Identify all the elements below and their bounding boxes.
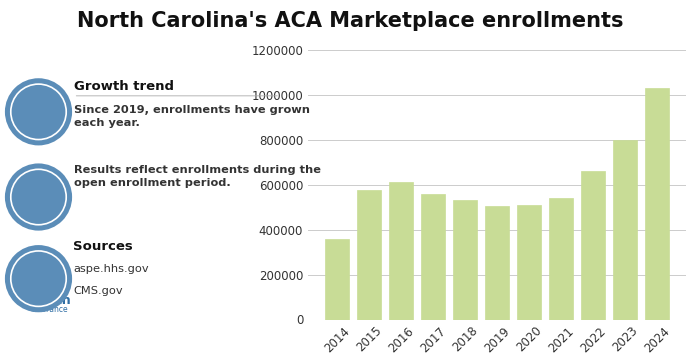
Text: aspe.hhs.gov: aspe.hhs.gov <box>74 264 149 274</box>
Bar <box>517 205 541 320</box>
Text: Results reflect enrollments during the
open enrollment period.: Results reflect enrollments during the o… <box>74 165 321 188</box>
Text: Sources: Sources <box>74 240 133 253</box>
Bar <box>453 200 477 320</box>
Bar <box>581 171 605 320</box>
Bar <box>357 190 381 320</box>
Bar <box>645 88 668 320</box>
Bar <box>613 140 637 320</box>
Bar <box>389 182 413 320</box>
Bar <box>421 193 445 320</box>
Bar <box>485 206 509 320</box>
Text: CMS.gov: CMS.gov <box>74 286 123 296</box>
FancyBboxPatch shape <box>8 288 89 314</box>
Text: Growth trend: Growth trend <box>74 80 174 93</box>
Text: insurance: insurance <box>30 305 67 314</box>
Circle shape <box>32 96 45 106</box>
Text: health: health <box>27 294 71 307</box>
Bar <box>326 239 349 320</box>
Text: North Carolina's ACA Marketplace enrollments: North Carolina's ACA Marketplace enrollm… <box>77 11 623 31</box>
FancyBboxPatch shape <box>22 183 55 189</box>
Text: Since 2019, enrollments have grown
each year.: Since 2019, enrollments have grown each … <box>74 105 309 128</box>
Bar <box>549 198 573 320</box>
Text: .org: .org <box>29 319 68 337</box>
Circle shape <box>20 98 30 106</box>
Circle shape <box>47 98 57 106</box>
